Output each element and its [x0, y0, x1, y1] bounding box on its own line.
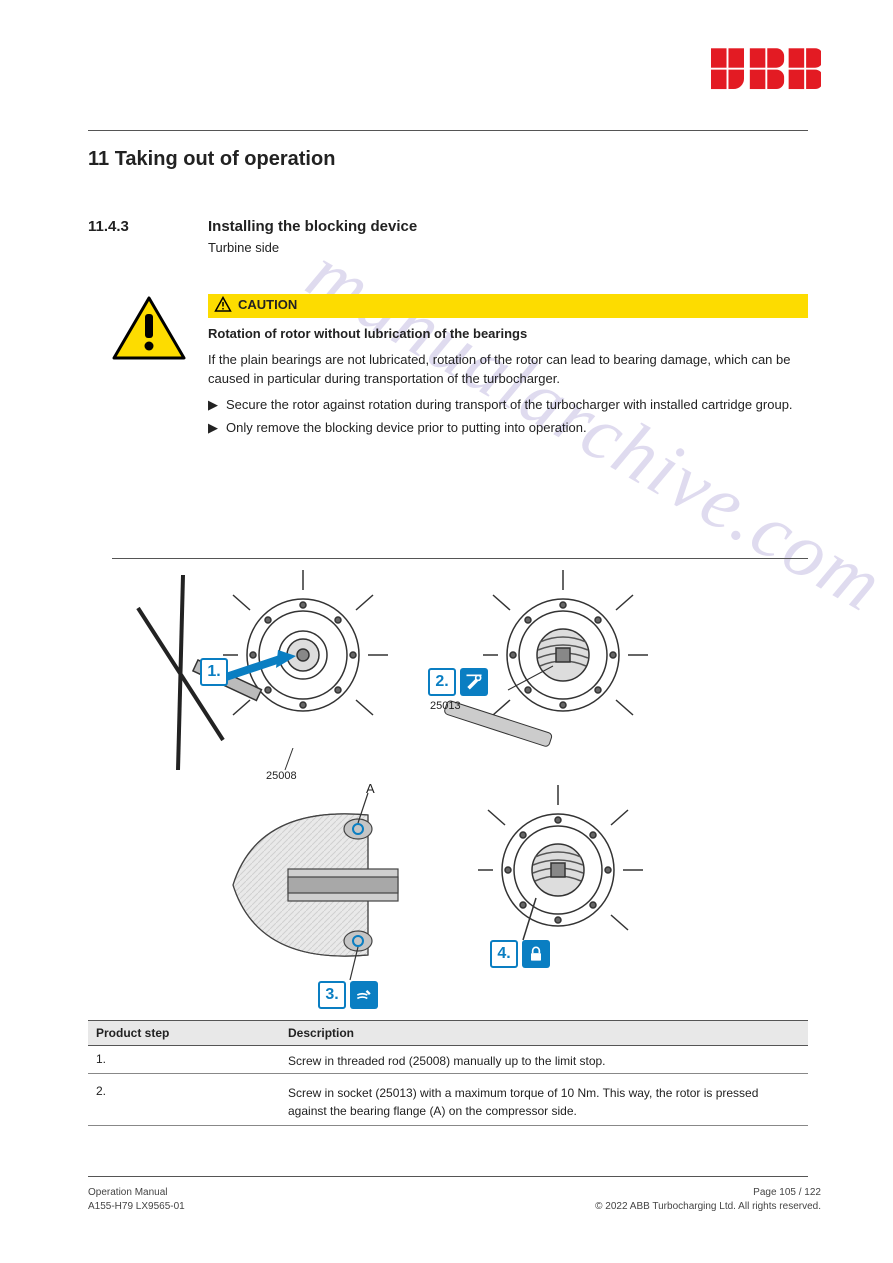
rule-caution-end — [112, 558, 808, 559]
lock-icon — [522, 940, 550, 968]
bullet-icon: ▶ — [208, 395, 226, 415]
rule-top — [88, 130, 808, 131]
steps-table-header: Product step Description — [88, 1020, 808, 1046]
figure-1-illustration — [128, 570, 388, 770]
caution-bar: CAUTION — [208, 294, 808, 318]
warning-small-icon — [214, 296, 232, 319]
technical-figure: 1. 25008 — [128, 570, 668, 1000]
section-title: Installing the blocking device — [208, 218, 417, 235]
caution-line1: Rotation of rotor without lubrication of… — [208, 326, 527, 341]
step-number: 1. — [96, 1052, 106, 1066]
caution-bullet-2: Only remove the blocking device prior to… — [226, 418, 808, 438]
abb-logo — [711, 48, 821, 95]
chapter-title: 11 Taking out of operation — [88, 148, 335, 171]
section-number: 11.4.3 — [88, 218, 129, 235]
step-description: Screw in threaded rod (25008) manually u… — [288, 1052, 788, 1070]
part-25013-label: 25013 — [430, 700, 461, 712]
step-2-badge: 2. — [428, 668, 456, 696]
footer-left: Operation Manual A155-H79 LX9565-01 — [88, 1186, 185, 1214]
step-description: Screw in socket (25013) with a maximum t… — [288, 1084, 788, 1120]
letter-a-label: A — [366, 781, 375, 796]
step-1-badge: 1. — [200, 658, 228, 686]
rule-footer — [88, 1176, 808, 1177]
caution-line2: If the plain bearings are not lubricated… — [208, 350, 808, 389]
table-row: 1. Screw in threaded rod (25008) manuall… — [88, 1046, 808, 1074]
footer-right: Page 105 / 122 © 2022 ABB Turbocharging … — [595, 1186, 821, 1214]
footer-doc-id: A155-H79 LX9565-01 — [88, 1200, 185, 1214]
step-4-badge: 4. — [490, 940, 518, 968]
footer-doc-type: Operation Manual — [88, 1186, 185, 1200]
bullet-icon: ▶ — [208, 418, 226, 438]
col-product-step: Product step — [96, 1026, 169, 1040]
part-25008-label: 25008 — [266, 770, 297, 782]
footer-page: Page 105 / 122 — [595, 1186, 821, 1200]
warning-triangle-icon — [112, 296, 186, 367]
lubricate-icon — [350, 981, 378, 1009]
figure-3-illustration — [228, 785, 448, 985]
caution-body: Rotation of rotor without lubrication of… — [208, 324, 808, 442]
step-number: 2. — [96, 1084, 106, 1098]
caution-label: CAUTION — [238, 297, 297, 312]
figure-4-illustration — [438, 780, 668, 990]
footer-copyright: © 2022 ABB Turbocharging Ltd. All rights… — [595, 1200, 821, 1214]
table-row: 2. Screw in socket (25013) with a maximu… — [88, 1078, 808, 1126]
caution-bullet-1: Secure the rotor against rotation during… — [226, 395, 808, 415]
section-subtitle: Turbine side — [208, 240, 279, 255]
col-description: Description — [288, 1026, 354, 1040]
step-3-badge: 3. — [318, 981, 346, 1009]
torque-icon — [460, 668, 488, 696]
